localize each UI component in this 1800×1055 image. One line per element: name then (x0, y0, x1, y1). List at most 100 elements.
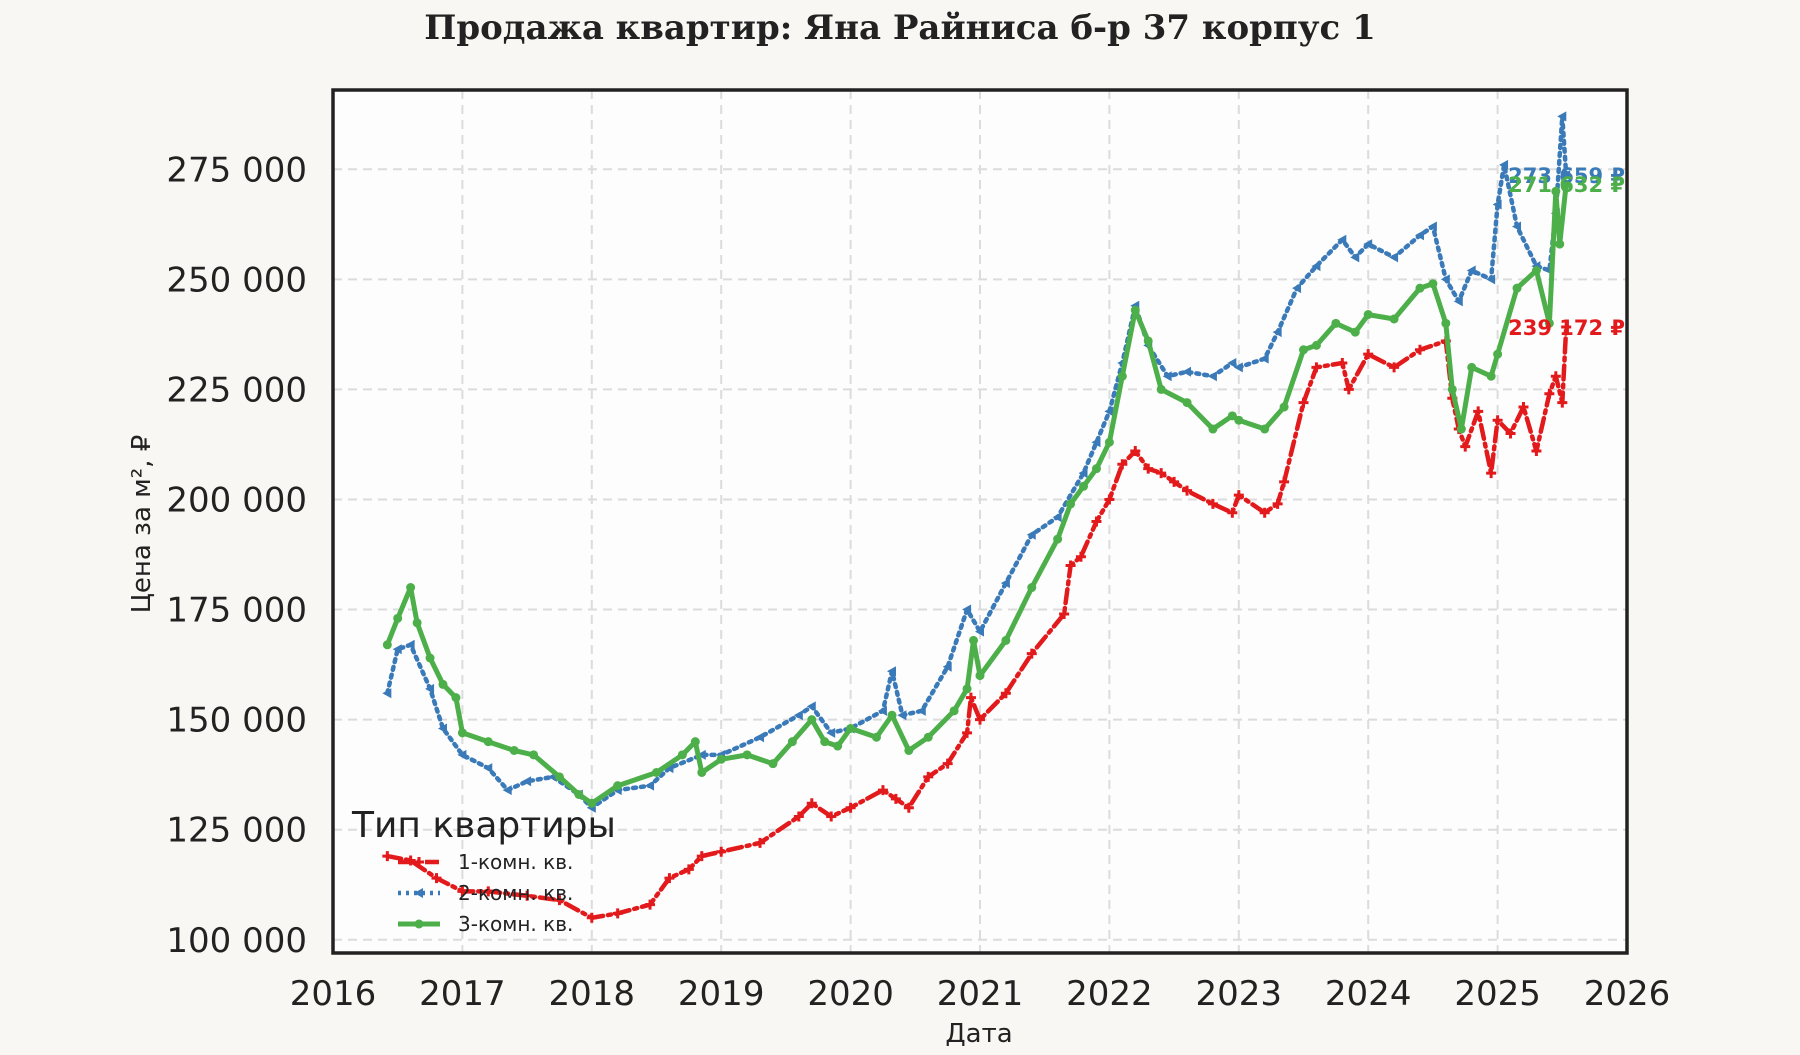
data-point (975, 714, 985, 725)
data-point (1466, 265, 1476, 276)
data-point (1427, 221, 1437, 232)
data-point (793, 811, 804, 822)
data-point (768, 759, 778, 769)
data-point (1453, 296, 1463, 307)
x-tick-label: 2020 (807, 974, 894, 1014)
data-point (871, 732, 881, 742)
data-point (1414, 344, 1425, 355)
data-point (887, 666, 897, 677)
data-point (1182, 398, 1192, 408)
data-point (645, 899, 656, 910)
data-point (962, 727, 973, 738)
data-point (425, 653, 435, 663)
data-point (1311, 362, 1322, 373)
x-tick-label: 2023 (1196, 974, 1283, 1014)
y-tick-label: 250 000 (166, 260, 307, 300)
data-point (1456, 424, 1466, 434)
data-point (1104, 406, 1114, 417)
data-point (1486, 371, 1496, 381)
data-point (664, 763, 674, 774)
data-point (431, 873, 442, 884)
data-point (502, 785, 512, 796)
data-point (1259, 353, 1269, 364)
data-point (1518, 402, 1529, 413)
data-point (742, 750, 752, 760)
data-point (1473, 406, 1484, 417)
data-point (793, 710, 803, 721)
data-point (1298, 397, 1309, 408)
data-point (1104, 494, 1115, 505)
data-point (1143, 463, 1154, 474)
data-point (382, 688, 392, 699)
data-point (846, 723, 856, 733)
data-point (1389, 252, 1399, 263)
data-point (975, 626, 984, 637)
data-point (1557, 111, 1567, 122)
data-point (1208, 424, 1218, 434)
data-point (664, 873, 675, 884)
data-point (826, 727, 836, 738)
data-point (457, 886, 468, 897)
data-point (1561, 322, 1572, 333)
data-point (787, 737, 797, 747)
legend-item: 2-комн. кв. (398, 881, 573, 905)
end-labels: 239 172 ₽ 273 659 ₽271 632 ₽ (1508, 164, 1625, 340)
data-point (1350, 252, 1360, 263)
legend-items: 1-комн. кв. 2-комн. кв. 3-комн. кв. (398, 850, 573, 936)
chart-title: Продажа квартир: Яна Райниса б-р 37 корп… (424, 8, 1376, 48)
data-point (414, 857, 424, 867)
data-point (962, 604, 972, 615)
data-point (716, 846, 727, 857)
data-point (962, 684, 972, 694)
data-point (1337, 357, 1348, 368)
end-label-3: 271 632 ₽ (1508, 173, 1625, 197)
data-point (877, 705, 887, 716)
data-point (1233, 362, 1243, 373)
data-point (845, 802, 856, 813)
data-point (1079, 481, 1089, 491)
data-point (1279, 402, 1289, 412)
data-point (437, 723, 447, 734)
data-point (1227, 357, 1237, 368)
legend-item: 1-комн. кв. (398, 850, 573, 874)
y-tick-label: 225 000 (166, 370, 307, 410)
y-tick-label: 175 000 (166, 591, 307, 631)
legend-label: 2-комн. кв. (458, 881, 573, 905)
data-point (1027, 583, 1037, 593)
data-point (457, 728, 467, 738)
x-tick-label: 2022 (1066, 974, 1153, 1014)
x-tick-label: 2025 (1454, 974, 1541, 1014)
data-point (677, 750, 687, 760)
data-point (392, 644, 402, 655)
data-point (965, 692, 976, 703)
data-point (1182, 485, 1193, 496)
data-point (942, 758, 953, 769)
y-tick-label: 150 000 (166, 701, 307, 741)
data-point (1104, 437, 1114, 447)
data-point (1066, 499, 1076, 509)
data-point (826, 811, 837, 822)
end-label-2: 273 659 ₽ (1508, 164, 1625, 188)
data-point (1389, 314, 1399, 324)
data-point (483, 737, 493, 747)
data-point (393, 613, 403, 623)
data-point (806, 701, 816, 712)
data-point (1499, 159, 1509, 170)
data-point (522, 890, 533, 901)
y-tick-label: 275 000 (166, 150, 307, 190)
data-point (1512, 283, 1522, 293)
data-point (1337, 234, 1347, 245)
plot-frame (331, 88, 1629, 955)
data-point (613, 781, 623, 791)
data-point (483, 763, 493, 774)
data-point (1492, 199, 1502, 210)
x-tick-label: 2026 (1584, 974, 1671, 1014)
data-point (1117, 459, 1128, 470)
data-point (1389, 362, 1400, 373)
data-point (1441, 318, 1451, 328)
x-tick-label: 2021 (937, 974, 1024, 1014)
data-point (877, 785, 888, 796)
data-point (1493, 349, 1503, 359)
data-point (405, 639, 415, 650)
data-point (1272, 327, 1282, 338)
